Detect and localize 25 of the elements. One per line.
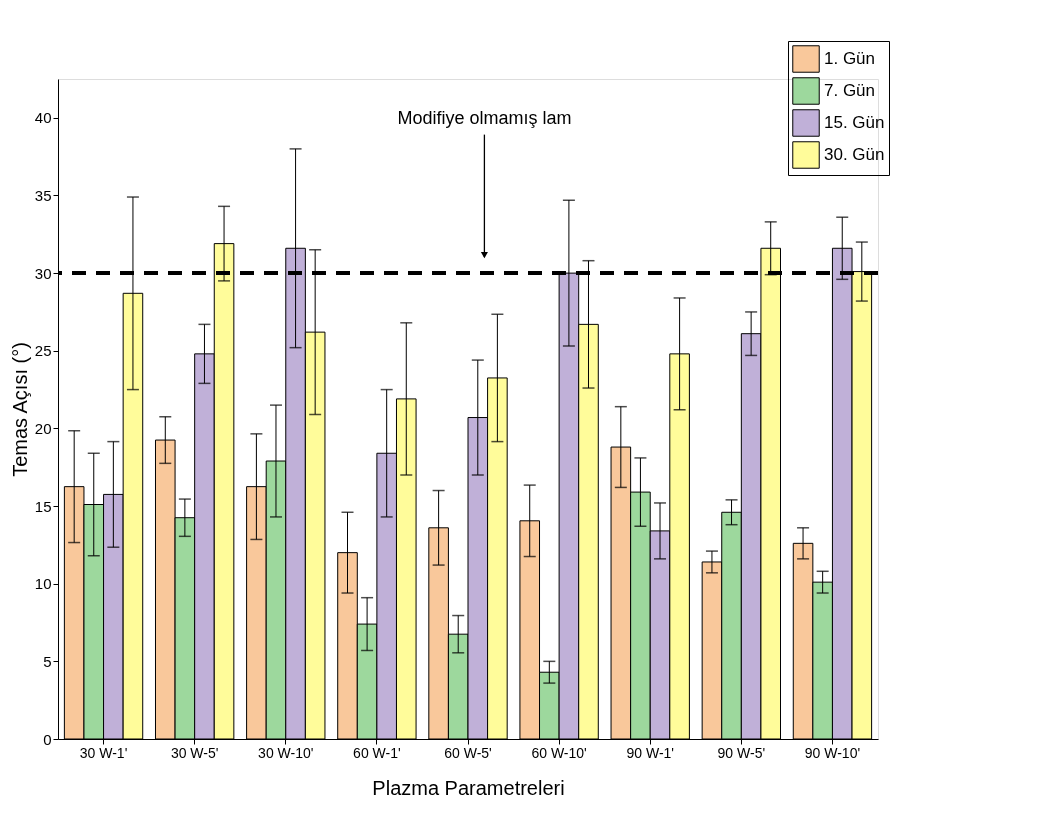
- x-tick-label: 60 W-10': [531, 744, 587, 761]
- y-tick-label: 20: [34, 419, 52, 437]
- x-tick-label: 60 W-1': [353, 744, 401, 761]
- y-tick-label: 15: [34, 497, 52, 515]
- y-tick-label: 40: [34, 109, 52, 127]
- y-tick-label: 5: [43, 652, 52, 670]
- x-tick-label: 30 W-5': [170, 744, 219, 761]
- legend-label: 7. Gün: [824, 81, 876, 100]
- legend-label: 30. Gün: [824, 145, 885, 164]
- y-axis-title: Temas Açısı (°): [8, 342, 31, 477]
- x-tick-label: 90 W-10': [804, 744, 861, 761]
- y-tick-label: 10: [34, 575, 52, 593]
- x-tick-label: 90 W-1': [626, 744, 674, 761]
- y-tick-label: 35: [34, 186, 52, 204]
- y-tick-label: 30: [34, 264, 52, 282]
- x-tick-label: 30 W-10': [258, 744, 314, 761]
- x-tick-label: 60 W-5': [444, 744, 492, 761]
- legend-label: 15. Gün: [824, 113, 885, 132]
- legend-label: 1. Gün: [824, 49, 876, 68]
- annotation: Modifiye olmamış lam: [397, 107, 572, 128]
- y-tick-label: 25: [34, 342, 52, 360]
- x-axis-title: Plazma Parametreleri: [372, 776, 565, 799]
- y-tick-label: 0: [43, 730, 52, 748]
- x-tick-label: 30 W-1': [79, 744, 128, 761]
- x-tick-label: 90 W-5': [717, 744, 766, 761]
